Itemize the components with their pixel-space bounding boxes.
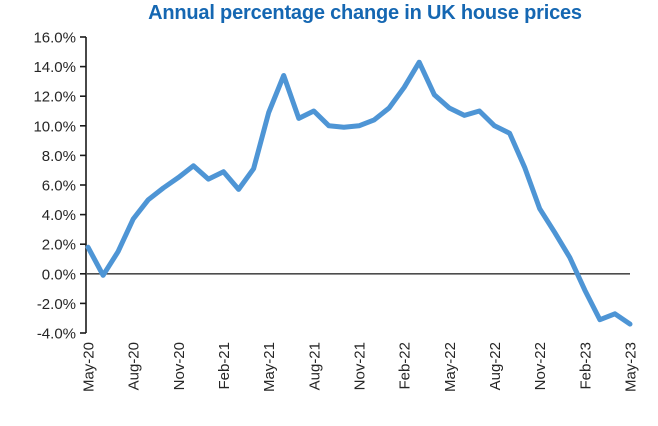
chart-title: Annual percentage change in UK house pri… — [148, 2, 582, 24]
y-tick-label: -4.0% — [37, 326, 76, 343]
y-tick-label: 8.0% — [42, 148, 76, 165]
y-tick-label: 14.0% — [33, 59, 76, 76]
x-tick-label: May-20 — [81, 342, 98, 392]
y-tick-label: 12.0% — [33, 89, 76, 106]
x-tick-label: May-22 — [442, 342, 459, 392]
x-tick-label: Feb-23 — [577, 342, 594, 390]
y-tick-label: 16.0% — [33, 30, 76, 47]
x-tick-label: May-21 — [261, 342, 278, 392]
x-tick-label: Aug-22 — [487, 342, 504, 390]
data-line-series — [85, 59, 633, 327]
y-tick-label: 4.0% — [42, 207, 76, 224]
x-tick-label: Aug-21 — [306, 342, 323, 390]
x-tick-label: Aug-20 — [126, 342, 143, 390]
x-tick-label: Nov-22 — [532, 342, 549, 390]
y-tick-label: 6.0% — [42, 178, 76, 195]
x-tick-label: Nov-20 — [171, 342, 188, 390]
y-tick-label: 0.0% — [42, 266, 76, 283]
x-tick-label: Nov-21 — [352, 342, 369, 390]
x-tick-label: Feb-22 — [397, 342, 414, 390]
y-tick-label: 10.0% — [33, 118, 76, 135]
x-tick-label: May-23 — [623, 342, 640, 392]
y-tick-label: 2.0% — [42, 237, 76, 254]
y-tick-label: -2.0% — [37, 296, 76, 313]
x-tick-label: Feb-21 — [216, 342, 233, 390]
